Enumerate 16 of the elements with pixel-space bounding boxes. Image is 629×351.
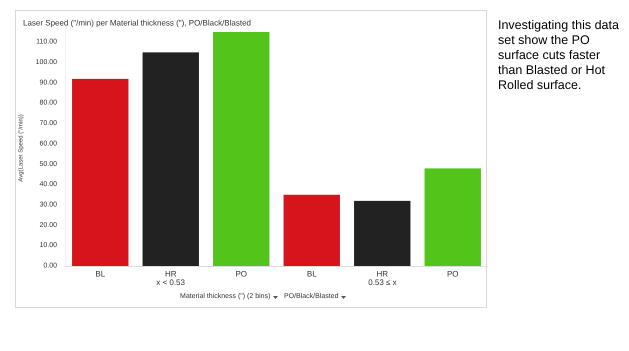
- bar: [354, 200, 410, 266]
- text: Investigating this data set show the PO surface cuts faster than Blasted or Hot Rolled surface.: [498, 18, 620, 93]
- bar: [72, 78, 128, 266]
- bar: [284, 194, 340, 266]
- x-tick-label: BL: [95, 270, 106, 278]
- x-tick-label: PO: [235, 270, 248, 278]
- bar: [213, 32, 270, 266]
- bar: [424, 168, 481, 266]
- text: 0.53 ≤ x: [368, 278, 397, 287]
- x-tick-label: HR: [376, 270, 388, 278]
- x-tick-label: HR: [164, 270, 177, 278]
- bar: [142, 52, 199, 266]
- chart-title: Laser Speed ("/min) per Material thickness ("), PO/Black/Blasted: [23, 18, 251, 28]
- x-tick-label: PO: [446, 270, 459, 278]
- x-tick-label: BL: [306, 270, 318, 278]
- text: x < 0.53: [156, 278, 185, 287]
